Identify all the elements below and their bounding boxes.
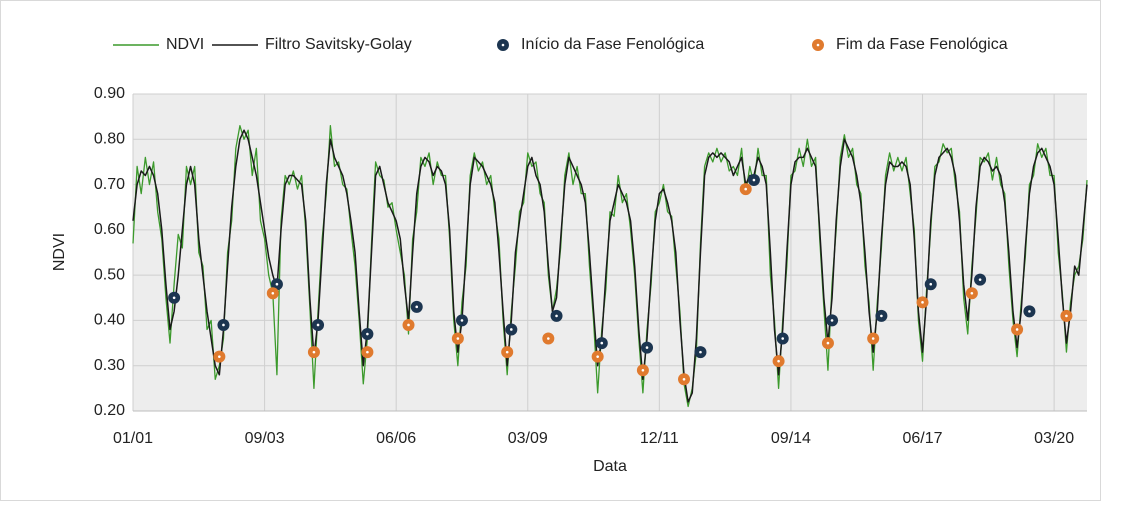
point-center <box>456 337 460 340</box>
point-center <box>547 337 550 340</box>
legend-label: Filtro Savitsky-Golay <box>265 36 412 53</box>
x-tick-label: 06/06 <box>376 430 416 447</box>
point-center <box>1015 328 1019 331</box>
point-center <box>970 291 974 295</box>
y-tick-label: 0.40 <box>94 312 125 329</box>
point-center <box>699 350 702 354</box>
point-center <box>172 296 176 300</box>
y-axis-title: NDVI <box>51 233 68 271</box>
legend-label: Início da Fase Fenológica <box>521 36 704 53</box>
y-tick-label: 0.20 <box>94 402 125 419</box>
point-center <box>752 178 756 182</box>
point-center <box>218 355 221 358</box>
point-center <box>271 291 275 295</box>
x-axis-title: Data <box>593 458 627 475</box>
point-center <box>555 314 558 318</box>
legend-swatch-center <box>501 43 505 47</box>
grid: 0.20 0.30 0.40 0.50 0.60 0.70 0.80 0.90 01/01 09/… <box>94 85 1087 447</box>
plot-area <box>133 94 1087 411</box>
y-tick-label: 0.90 <box>94 85 125 102</box>
point-center <box>222 323 225 327</box>
point-center <box>826 341 830 345</box>
x-tick-label: 03/09 <box>508 430 548 447</box>
point-center <box>781 337 785 340</box>
point-center <box>1065 314 1068 318</box>
point-center <box>600 341 604 345</box>
point-center <box>275 282 279 286</box>
legend-label: Fim da Fase Fenológica <box>836 36 1008 53</box>
point-center <box>460 319 464 322</box>
point-center <box>645 346 649 349</box>
y-tick-label: 0.60 <box>94 221 125 238</box>
point-center <box>510 328 513 331</box>
point-center <box>641 368 645 372</box>
legend-swatch-center <box>816 43 820 47</box>
point-center <box>1028 310 1031 313</box>
point-center <box>921 301 924 304</box>
x-tick-label: 12/11 <box>640 430 679 447</box>
x-tick-label: 03/20 <box>1034 430 1074 447</box>
point-center <box>505 350 509 354</box>
point-center <box>978 278 982 281</box>
y-tick-label: 0.70 <box>94 176 125 193</box>
point-center <box>407 323 410 327</box>
point-center <box>366 332 369 336</box>
x-tick-label: 09/03 <box>245 430 285 447</box>
legend: NDVI Filtro Savitsky-Golay Início da Fase … <box>113 36 1008 53</box>
point-center <box>312 350 316 354</box>
y-tick-label: 0.50 <box>94 266 125 283</box>
point-center <box>929 282 933 286</box>
point-center <box>596 355 599 358</box>
point-center <box>316 323 320 327</box>
x-tick-label: 09/14 <box>771 430 811 447</box>
x-tick-label: 01/01 <box>113 430 153 447</box>
point-center <box>777 359 780 363</box>
point-center <box>830 319 834 322</box>
series-line <box>132 129 1088 403</box>
point-center <box>744 187 747 191</box>
x-tick-label: 06/17 <box>902 430 942 447</box>
legend-label: NDVI <box>166 36 204 53</box>
point-center <box>682 378 686 381</box>
point-center <box>871 337 875 340</box>
y-tick-label: 0.30 <box>94 357 125 374</box>
point-center <box>880 314 883 318</box>
y-tick-label: 0.80 <box>94 131 125 148</box>
marks <box>132 125 1088 408</box>
point-center <box>366 350 369 354</box>
point-center <box>415 305 419 309</box>
